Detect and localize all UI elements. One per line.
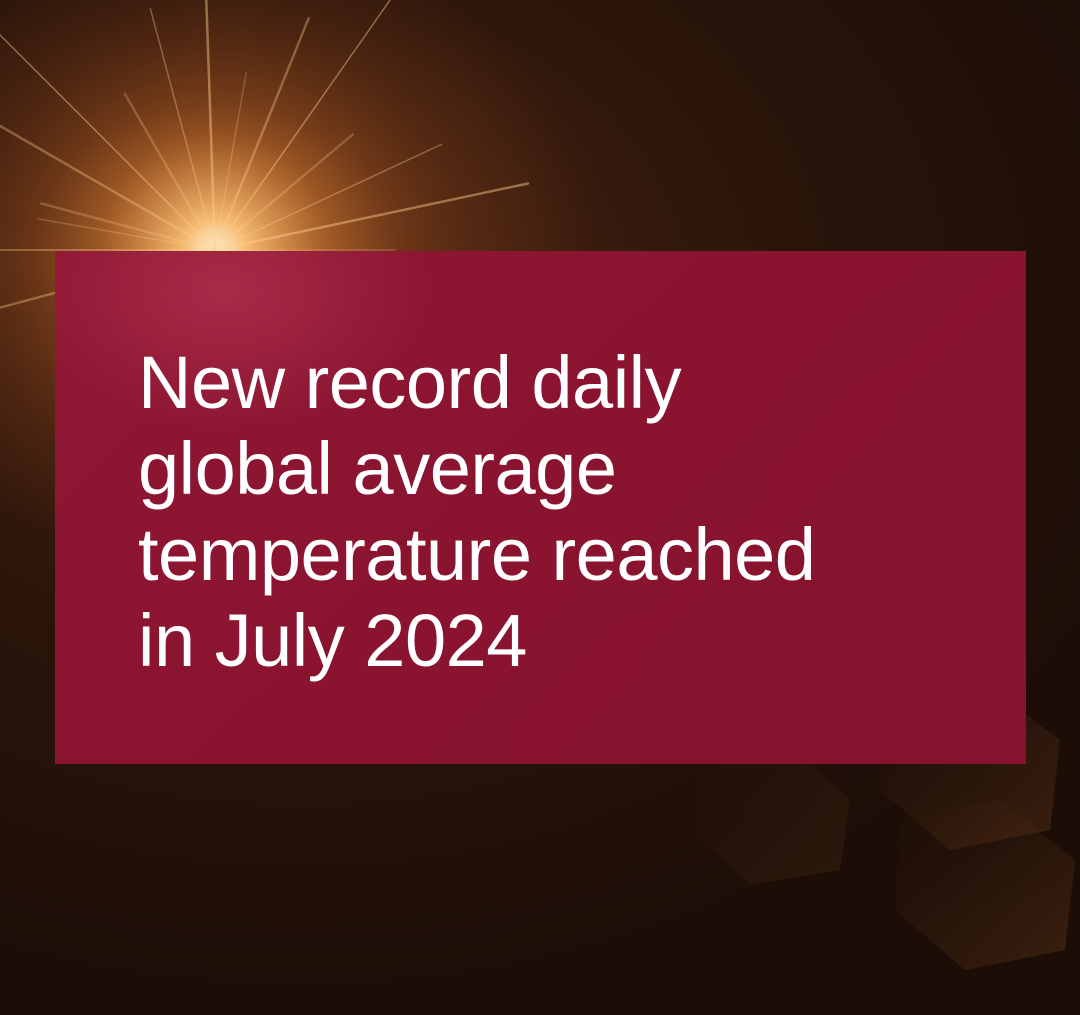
headline-line: global average — [138, 427, 617, 510]
headline-line: in July 2024 — [138, 599, 527, 682]
headline-panel — [55, 251, 1026, 764]
headline-line: temperature reached — [138, 513, 816, 596]
headline-line: New record daily — [138, 341, 682, 424]
headline: New record daily global average temperat… — [138, 340, 958, 684]
